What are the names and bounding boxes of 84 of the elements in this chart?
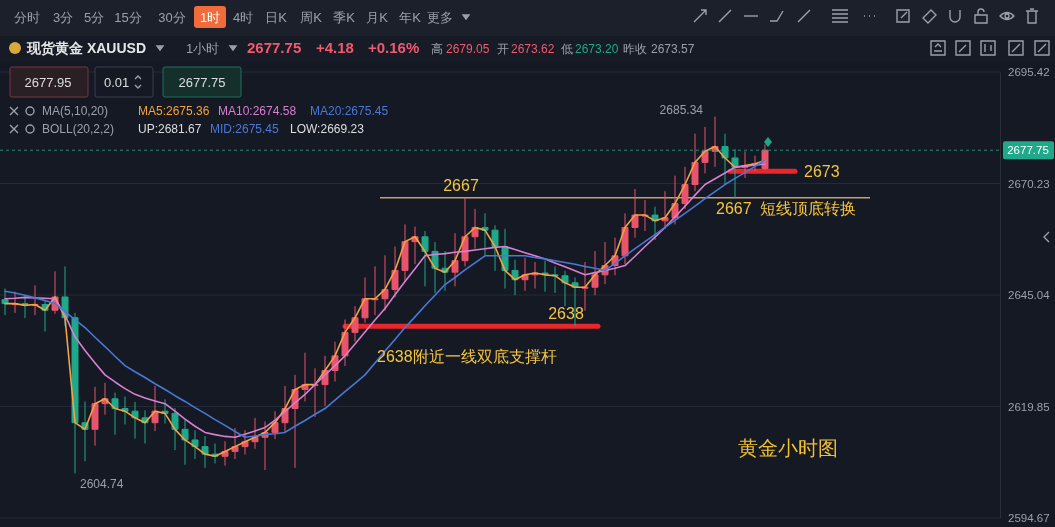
y-tick-label: 2645.04 [1008,289,1051,302]
ref-line-label: 2667 [443,176,479,194]
annotation: 2677.95 [24,75,72,90]
text: +0.16% [368,39,420,56]
annotation: MA10:2674.58 [218,104,297,118]
candlestick [391,246,399,298]
text: 更多 [427,10,453,25]
text: 年K [399,10,422,25]
annotation: UP:2681.67 [138,122,202,136]
annotation: LOW:2669.23 [290,122,365,136]
y-tick-label: 2670.23 [1008,177,1050,190]
annotation: MA(5,10,20) [42,104,109,118]
candlestick [171,407,179,451]
candlestick [301,352,309,402]
candlestick [691,133,699,192]
ref-line-label: 2638 [548,305,584,323]
candlestick [591,250,599,296]
ref-line-label: 2677.75 [1007,144,1049,157]
candlestick [311,367,319,418]
candlestick [481,212,489,256]
annotation: MA20:2675.45 [310,104,389,118]
text: 15分 [114,10,142,25]
text: 2677.75 [247,39,302,56]
candlestick [251,417,259,450]
annotation: MID:2675.45 [210,122,280,136]
annotation: 2677.75 [178,75,226,90]
candlestick [421,230,429,287]
text: 2673.20 [575,42,619,56]
text: 5分 [83,10,105,25]
candlestick [401,223,409,283]
chart-title: 现货黄金 XAUUSD [26,40,147,56]
candlestick [451,232,459,287]
candlestick [701,126,709,174]
text: 高 [431,42,443,56]
annotation: 短线顶底转换 [760,200,856,217]
text: 低 [561,42,573,56]
candlestick [381,254,389,312]
candlestick [121,396,129,425]
annotation: 2667 [716,200,752,217]
candlestick [371,265,379,316]
y-tick-label: 2619.85 [1008,400,1050,413]
candlestick [181,419,189,466]
candlestick [631,188,639,239]
text: 日K [265,10,288,25]
text: 2673.62 [511,42,555,56]
text: 周K [300,10,323,25]
text: 1时 [199,10,221,25]
candlestick [351,305,359,343]
candlestick [231,427,239,460]
candlestick [361,276,369,324]
ref-line-label: 2673 [804,163,840,181]
y-tick-label: 2695.42 [1008,66,1050,79]
text: +4.18 [316,39,354,56]
text: 季K [333,10,356,25]
candlestick [1,288,9,316]
annotation: 2685.34 [659,103,704,117]
candlestick [201,435,209,469]
text: 3分 [52,10,74,25]
annotation: MA5:2675.36 [138,104,210,118]
candlestick [681,166,689,210]
annotation: 0.01 [104,75,130,90]
candlestick [661,190,669,230]
text: 4时 [232,10,254,25]
text: 1小时 [186,41,220,56]
candlestick [521,257,529,292]
candlestick [271,410,279,440]
candlestick [151,385,159,432]
text: 2673.57 [651,42,695,56]
text: 开 [497,42,509,56]
text: 2679.05 [446,42,490,56]
text: 昨收 [623,42,647,56]
candlestick [241,429,249,456]
text: 分时 [14,10,40,25]
text: 月K [366,10,389,25]
candlestick [91,386,99,447]
candlestick [561,270,569,307]
annotation: 黄金小时图 [738,437,838,459]
candlestick [491,224,499,272]
annotation: BOLL(20,2,2) [42,122,115,136]
text: 30分 [158,10,186,25]
candlestick [111,392,119,436]
y-tick-label: 2594.67 [1008,512,1050,525]
candlestick [131,401,139,440]
annotation: 2604.74 [80,477,124,491]
